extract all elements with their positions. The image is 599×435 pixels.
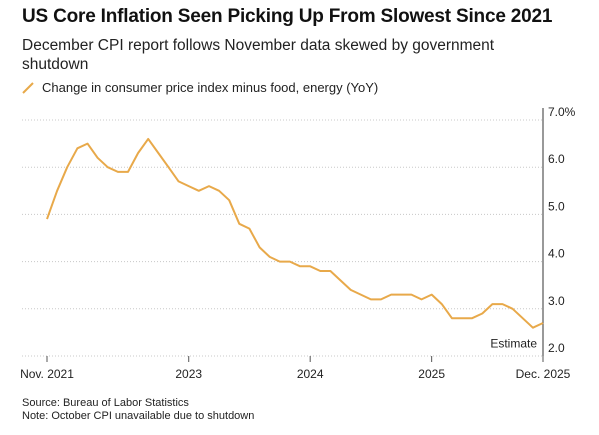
chart-title: US Core Inflation Seen Picking Up From S… xyxy=(22,6,553,27)
legend: Change in consumer price index minus foo… xyxy=(22,80,378,95)
note-text: Note: October CPI unavailable due to shu… xyxy=(22,410,255,422)
y-tick-label: 7.0% xyxy=(548,105,576,119)
y-tick-label: 2.0 xyxy=(548,341,565,355)
gridlines xyxy=(22,119,543,357)
y-tick-label: 4.0 xyxy=(548,247,565,261)
x-tick-label: 2024 xyxy=(297,367,324,381)
legend-swatch xyxy=(22,81,34,94)
y-tick-label: 5.0 xyxy=(548,199,565,213)
legend-label: Change in consumer price index minus foo… xyxy=(42,80,379,95)
x-tick-label: 2025 xyxy=(418,367,445,381)
chart-subtitle: December CPI report follows November dat… xyxy=(22,37,495,73)
series-line-core-cpi xyxy=(46,137,544,329)
source-notes: Source: Bureau of Labor Statistics Note:… xyxy=(22,397,254,423)
x-tick-label: 2023 xyxy=(175,367,202,381)
y-tick-label: 6.0 xyxy=(548,152,565,166)
x-axis: Nov. 2021 2023 2024 2025 Dec. 2025 xyxy=(20,356,571,381)
x-tick-label: Dec. 2025 xyxy=(516,367,571,381)
y-tick-label: 3.0 xyxy=(548,294,565,308)
annotation-estimate: Estimate xyxy=(490,337,537,351)
y-axis: 7.0% 6.0 5.0 4.0 3.0 2.0 xyxy=(542,105,576,356)
x-tick-label: Nov. 2021 xyxy=(20,367,74,381)
source-text: Source: Bureau of Labor Statistics xyxy=(22,397,189,409)
